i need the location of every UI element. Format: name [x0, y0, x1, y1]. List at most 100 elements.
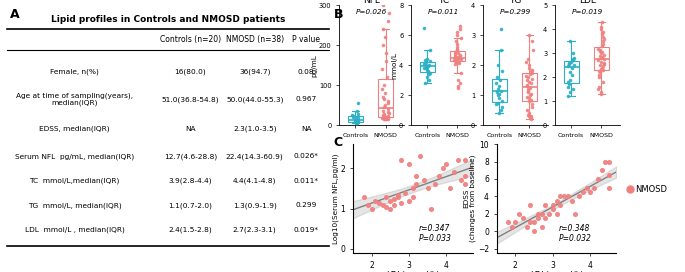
Point	[377, 113, 388, 117]
Point	[494, 84, 505, 88]
Point	[455, 70, 466, 75]
Point	[411, 182, 422, 187]
Point	[347, 113, 358, 117]
Point	[527, 70, 538, 75]
Point	[595, 54, 606, 58]
Point	[377, 202, 388, 207]
Point	[450, 58, 461, 63]
Point	[351, 109, 362, 113]
Point	[566, 199, 577, 203]
Text: 51.0(36.8-54.8): 51.0(36.8-54.8)	[162, 96, 219, 103]
Point	[450, 55, 461, 59]
Point	[411, 174, 422, 179]
Point	[536, 212, 547, 216]
Point	[600, 159, 611, 164]
Point	[445, 186, 456, 191]
Point	[422, 69, 433, 73]
Point	[562, 85, 573, 89]
Point	[525, 91, 536, 96]
Point	[597, 32, 608, 36]
Text: NA: NA	[185, 126, 196, 132]
Point	[419, 26, 429, 30]
Point	[523, 33, 534, 38]
Point	[564, 82, 575, 86]
Point	[568, 63, 579, 67]
Point	[419, 61, 430, 66]
Point	[378, 109, 389, 113]
Point	[540, 216, 551, 220]
Point	[454, 54, 465, 58]
Point	[525, 81, 536, 85]
Text: 0.011*: 0.011*	[294, 178, 319, 184]
Point	[524, 63, 535, 67]
Point	[502, 220, 513, 225]
Title: TG: TG	[509, 0, 522, 5]
Point	[603, 159, 614, 164]
Point	[497, 99, 508, 103]
Point	[379, 103, 390, 107]
Point	[423, 78, 434, 82]
Point	[349, 118, 360, 122]
Point	[422, 65, 433, 69]
Text: 22.4(14.3-60.9): 22.4(14.3-60.9)	[226, 153, 284, 160]
Point	[564, 89, 575, 94]
Point	[594, 73, 605, 77]
Text: P value: P value	[292, 35, 321, 44]
Point	[521, 84, 532, 88]
Point	[544, 212, 555, 216]
Point	[396, 200, 407, 205]
Point	[379, 105, 390, 109]
Point	[424, 63, 435, 67]
Point	[525, 114, 536, 118]
Y-axis label: mmol/L: mmol/L	[392, 52, 398, 79]
Point	[377, 3, 388, 8]
Point	[378, 95, 389, 99]
Text: P=0.011: P=0.011	[428, 9, 459, 15]
Point	[495, 78, 506, 82]
Point	[523, 89, 534, 93]
Point	[379, 91, 390, 95]
Point	[449, 52, 460, 56]
Point	[452, 158, 463, 162]
Text: 1.3(0.9-1.9): 1.3(0.9-1.9)	[233, 202, 277, 209]
Point	[493, 101, 503, 105]
Point	[566, 73, 577, 77]
Point	[492, 75, 503, 79]
Point	[422, 68, 433, 72]
Point	[421, 60, 432, 64]
Point	[526, 39, 537, 44]
Point	[352, 112, 363, 116]
Point	[525, 69, 536, 73]
Point	[425, 48, 436, 52]
Point	[426, 206, 437, 211]
Point	[496, 105, 507, 109]
Point	[577, 190, 588, 194]
Point	[370, 198, 381, 203]
Point	[497, 69, 508, 73]
Point	[381, 51, 392, 55]
Point	[551, 199, 562, 203]
Point	[570, 212, 581, 216]
Point	[378, 114, 389, 118]
Point	[567, 87, 578, 91]
Point	[455, 53, 466, 57]
Point	[352, 118, 363, 123]
Point	[383, 11, 394, 16]
Point	[523, 113, 534, 117]
Point	[382, 115, 393, 119]
Point	[595, 67, 606, 71]
Point	[455, 81, 466, 85]
Point	[419, 178, 429, 183]
X-axis label: LDL(mmol/L): LDL(mmol/L)	[386, 271, 440, 272]
Point	[558, 194, 569, 199]
Point	[593, 46, 603, 51]
Point	[564, 61, 575, 65]
Point	[425, 59, 436, 63]
Point	[532, 212, 543, 216]
Point	[452, 51, 463, 55]
Point	[383, 114, 394, 119]
Point	[494, 91, 505, 96]
Text: A: A	[10, 8, 20, 21]
Point	[598, 42, 609, 46]
Text: 0.019*: 0.019*	[294, 227, 319, 233]
